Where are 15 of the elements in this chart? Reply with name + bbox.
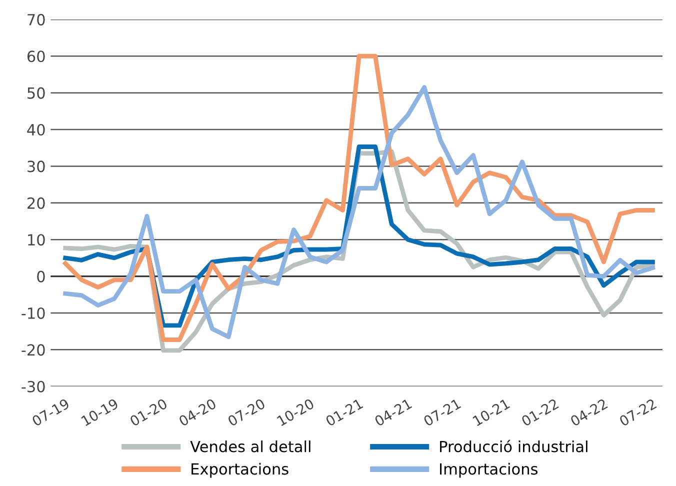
legend-label: Exportacions [192, 462, 288, 478]
y-tick-label: 50 [28, 87, 45, 99]
y-tick-label: 40 [27, 124, 45, 136]
legend-label: Importacions [440, 462, 538, 478]
y-tick-label: 30 [28, 160, 45, 172]
y-tick-label: -30 [22, 380, 45, 392]
y-tick-label: 0 [37, 270, 45, 282]
legend-label: Vendes al detall [190, 440, 310, 452]
y-tick-label: 60 [27, 50, 45, 62]
y-tick-label: 70 [28, 14, 45, 26]
y-tick-label: -10 [22, 307, 45, 320]
y-tick-label: 20 [28, 197, 45, 209]
y-tick-label: 10 [28, 234, 45, 246]
legend-label: Producció industrial [440, 440, 588, 452]
y-tick-label: -20 [22, 344, 45, 356]
